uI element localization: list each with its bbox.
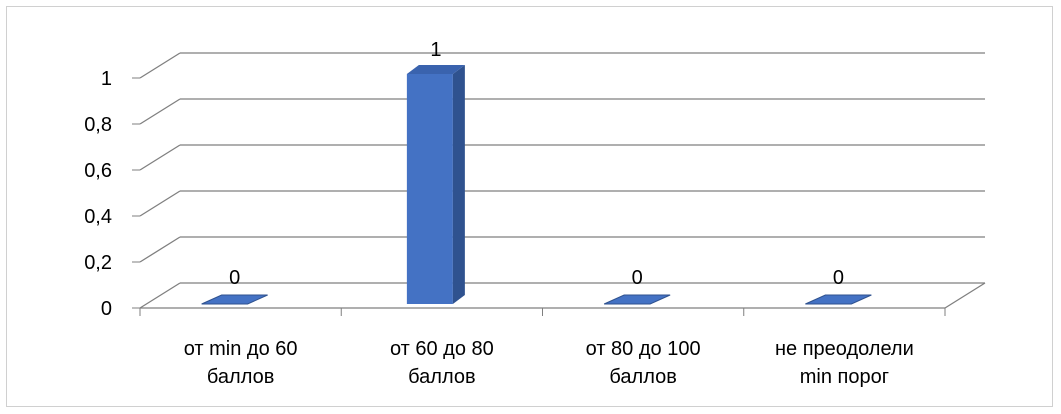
x-tick-label: от 60 до 80 — [390, 338, 494, 360]
x-tick-label: от 80 до 100 — [586, 338, 701, 360]
bar-top — [406, 65, 465, 74]
bar — [603, 294, 671, 305]
wall-gridline — [139, 236, 181, 263]
y-tick-label: 0,2 — [84, 252, 112, 274]
gridlines — [139, 52, 986, 309]
y-tick-label: 0,8 — [84, 114, 112, 136]
bar — [201, 294, 268, 305]
bar-side — [452, 65, 465, 304]
data-label: 1 — [430, 39, 441, 61]
y-tick-label: 1 — [101, 68, 112, 90]
labels: 0 0,2 0,4 0,6 0,8 1 0 1 0 0 от min до 60 баллов от 6… — [84, 39, 914, 388]
y-tick-label: 0 — [101, 298, 112, 320]
y-tick-label: 0,4 — [84, 206, 112, 228]
x-tick-label: от min до 60 — [184, 338, 298, 360]
bars — [201, 65, 872, 305]
data-label: 0 — [632, 267, 643, 289]
x-tick-label: не преодолели — [775, 338, 914, 360]
bar — [805, 294, 872, 305]
x-tick-label: баллов — [408, 366, 475, 388]
wall-gridline — [139, 52, 181, 79]
wall-gridline — [139, 98, 181, 125]
data-label: 0 — [229, 267, 240, 289]
y-tick-label: 0,6 — [84, 160, 112, 182]
bar — [406, 74, 453, 304]
x-tick-label: баллов — [609, 366, 676, 388]
wall-gridline — [139, 282, 181, 309]
chart-area — [6, 6, 1053, 407]
data-label: 0 — [833, 267, 844, 289]
floor-right-edge — [944, 282, 986, 309]
axes — [132, 77, 946, 316]
wall-gridline — [139, 190, 181, 217]
x-tick-label: min порог — [800, 366, 889, 388]
x-tick-label: баллов — [207, 366, 274, 388]
wall-gridline — [139, 144, 181, 171]
